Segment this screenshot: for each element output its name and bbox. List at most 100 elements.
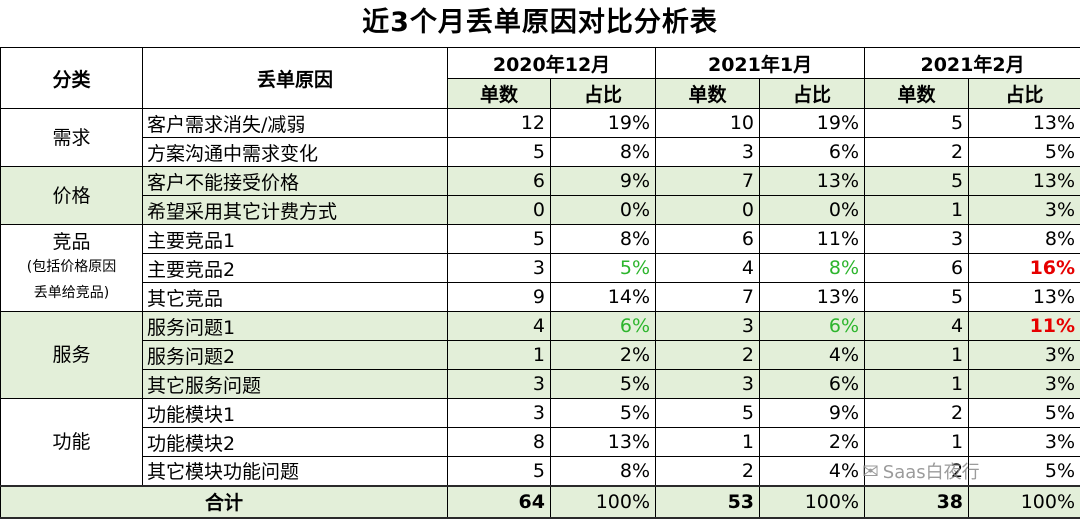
ratio-cell: 5% <box>968 137 1080 167</box>
count-cell: 9 <box>447 282 551 312</box>
ratio-cell: 3% <box>968 369 1080 399</box>
count-cell: 2 <box>655 456 761 486</box>
ratio-cell: 2% <box>759 427 866 457</box>
wechat-icon: ✉ <box>862 459 879 483</box>
count-cell: 3 <box>864 224 970 254</box>
reason-cell: 主要竞品2 <box>142 253 448 283</box>
count-cell: 3 <box>447 253 551 283</box>
category-competitor-label: 竞品 <box>52 231 91 253</box>
count-cell: 12 <box>447 108 551 138</box>
count-cell: 0 <box>447 195 551 225</box>
category-competitor-note-2: 丢单给竞品) <box>33 285 110 301</box>
count-cell: 1 <box>864 369 970 399</box>
ratio-cell: 11% <box>759 224 866 254</box>
header-month-1: 2020年12月 <box>446 47 657 79</box>
header-ratio: 占比 <box>549 78 657 109</box>
count-cell: 5 <box>447 224 551 254</box>
header-count: 单数 <box>864 78 970 109</box>
total-ratio: 100% <box>759 484 866 519</box>
header-count: 单数 <box>447 78 551 109</box>
count-cell: 5 <box>447 456 551 486</box>
count-cell: 3 <box>447 369 551 399</box>
category-competitor-note-1: (包括价格原因 <box>26 259 117 275</box>
reason-cell: 其它竞品 <box>142 282 448 312</box>
watermark-text: Saas白夜行 <box>882 462 980 483</box>
ratio-cell: 13% <box>759 166 866 196</box>
count-cell: 0 <box>655 195 761 225</box>
category-competitor: 竞品 (包括价格原因 丢单给竞品) <box>0 224 143 312</box>
reason-cell: 其它模块功能问题 <box>142 456 448 486</box>
header-month-2: 2021年1月 <box>655 47 866 79</box>
header-reason: 丢单原因 <box>142 47 448 109</box>
header-ratio: 占比 <box>759 78 866 109</box>
total-count: 53 <box>655 484 761 519</box>
count-cell: 2 <box>864 137 970 167</box>
category-price: 价格 <box>0 166 143 225</box>
ratio-cell: 6% <box>549 311 657 341</box>
count-cell: 4 <box>864 311 970 341</box>
category-function: 功能 <box>0 398 143 486</box>
count-cell: 1 <box>447 340 551 370</box>
count-cell: 7 <box>655 282 761 312</box>
total-label: 合计 <box>0 484 448 519</box>
count-cell: 2 <box>864 398 970 428</box>
ratio-cell: 9% <box>549 166 657 196</box>
ratio-cell: 3% <box>968 195 1080 225</box>
count-cell: 3 <box>655 369 761 399</box>
ratio-cell: 13% <box>968 282 1080 312</box>
count-cell: 5 <box>864 166 970 196</box>
count-cell: 1 <box>655 427 761 457</box>
count-cell: 7 <box>655 166 761 196</box>
ratio-cell: 8% <box>549 456 657 486</box>
count-cell: 1 <box>864 195 970 225</box>
ratio-cell: 9% <box>759 398 866 428</box>
ratio-cell: 5% <box>549 253 657 283</box>
loss-reason-table: 分类 丢单原因 2020年12月 2021年1月 2021年2月 单数 占比 单… <box>0 47 1080 519</box>
reason-cell: 其它服务问题 <box>142 369 448 399</box>
ratio-cell: 19% <box>549 108 657 138</box>
ratio-cell: 8% <box>968 224 1080 254</box>
count-cell: 5 <box>864 282 970 312</box>
reason-cell: 客户需求消失/减弱 <box>142 108 448 138</box>
ratio-cell: 14% <box>549 282 657 312</box>
ratio-cell: 5% <box>968 456 1080 486</box>
reason-cell: 功能模块2 <box>142 427 448 457</box>
ratio-cell: 5% <box>549 398 657 428</box>
count-cell: 3 <box>447 398 551 428</box>
count-cell: 5 <box>864 108 970 138</box>
reason-cell: 希望采用其它计费方式 <box>142 195 448 225</box>
count-cell: 4 <box>655 253 761 283</box>
watermark: ✉ Saas白夜行 <box>862 458 980 484</box>
table-title: 近3个月丢单原因对比分析表 <box>362 7 718 38</box>
count-cell: 3 <box>655 137 761 167</box>
ratio-cell: 8% <box>549 137 657 167</box>
total-ratio: 100% <box>549 484 657 519</box>
count-cell: 3 <box>655 311 761 341</box>
ratio-cell: 3% <box>968 340 1080 370</box>
count-cell: 4 <box>447 311 551 341</box>
reason-cell: 服务问题2 <box>142 340 448 370</box>
ratio-cell: 4% <box>759 340 866 370</box>
count-cell: 1 <box>864 427 970 457</box>
reason-cell: 功能模块1 <box>142 398 448 428</box>
count-cell: 2 <box>655 340 761 370</box>
count-cell: 10 <box>655 108 761 138</box>
category-demand: 需求 <box>0 108 143 167</box>
ratio-cell: 0% <box>549 195 657 225</box>
count-cell: 6 <box>655 224 761 254</box>
reason-cell: 客户不能接受价格 <box>142 166 448 196</box>
ratio-cell: 6% <box>759 137 866 167</box>
ratio-cell: 2% <box>549 340 657 370</box>
ratio-cell: 19% <box>759 108 866 138</box>
count-cell: 6 <box>864 253 970 283</box>
ratio-cell: 13% <box>549 427 657 457</box>
total-ratio: 100% <box>968 484 1080 519</box>
count-cell: 6 <box>447 166 551 196</box>
ratio-cell: 6% <box>759 369 866 399</box>
ratio-cell: 13% <box>968 108 1080 138</box>
ratio-cell: 13% <box>968 166 1080 196</box>
reason-cell: 方案沟通中需求变化 <box>142 137 448 167</box>
count-cell: 5 <box>655 398 761 428</box>
reason-cell: 服务问题1 <box>142 311 448 341</box>
reason-cell: 主要竞品1 <box>142 224 448 254</box>
